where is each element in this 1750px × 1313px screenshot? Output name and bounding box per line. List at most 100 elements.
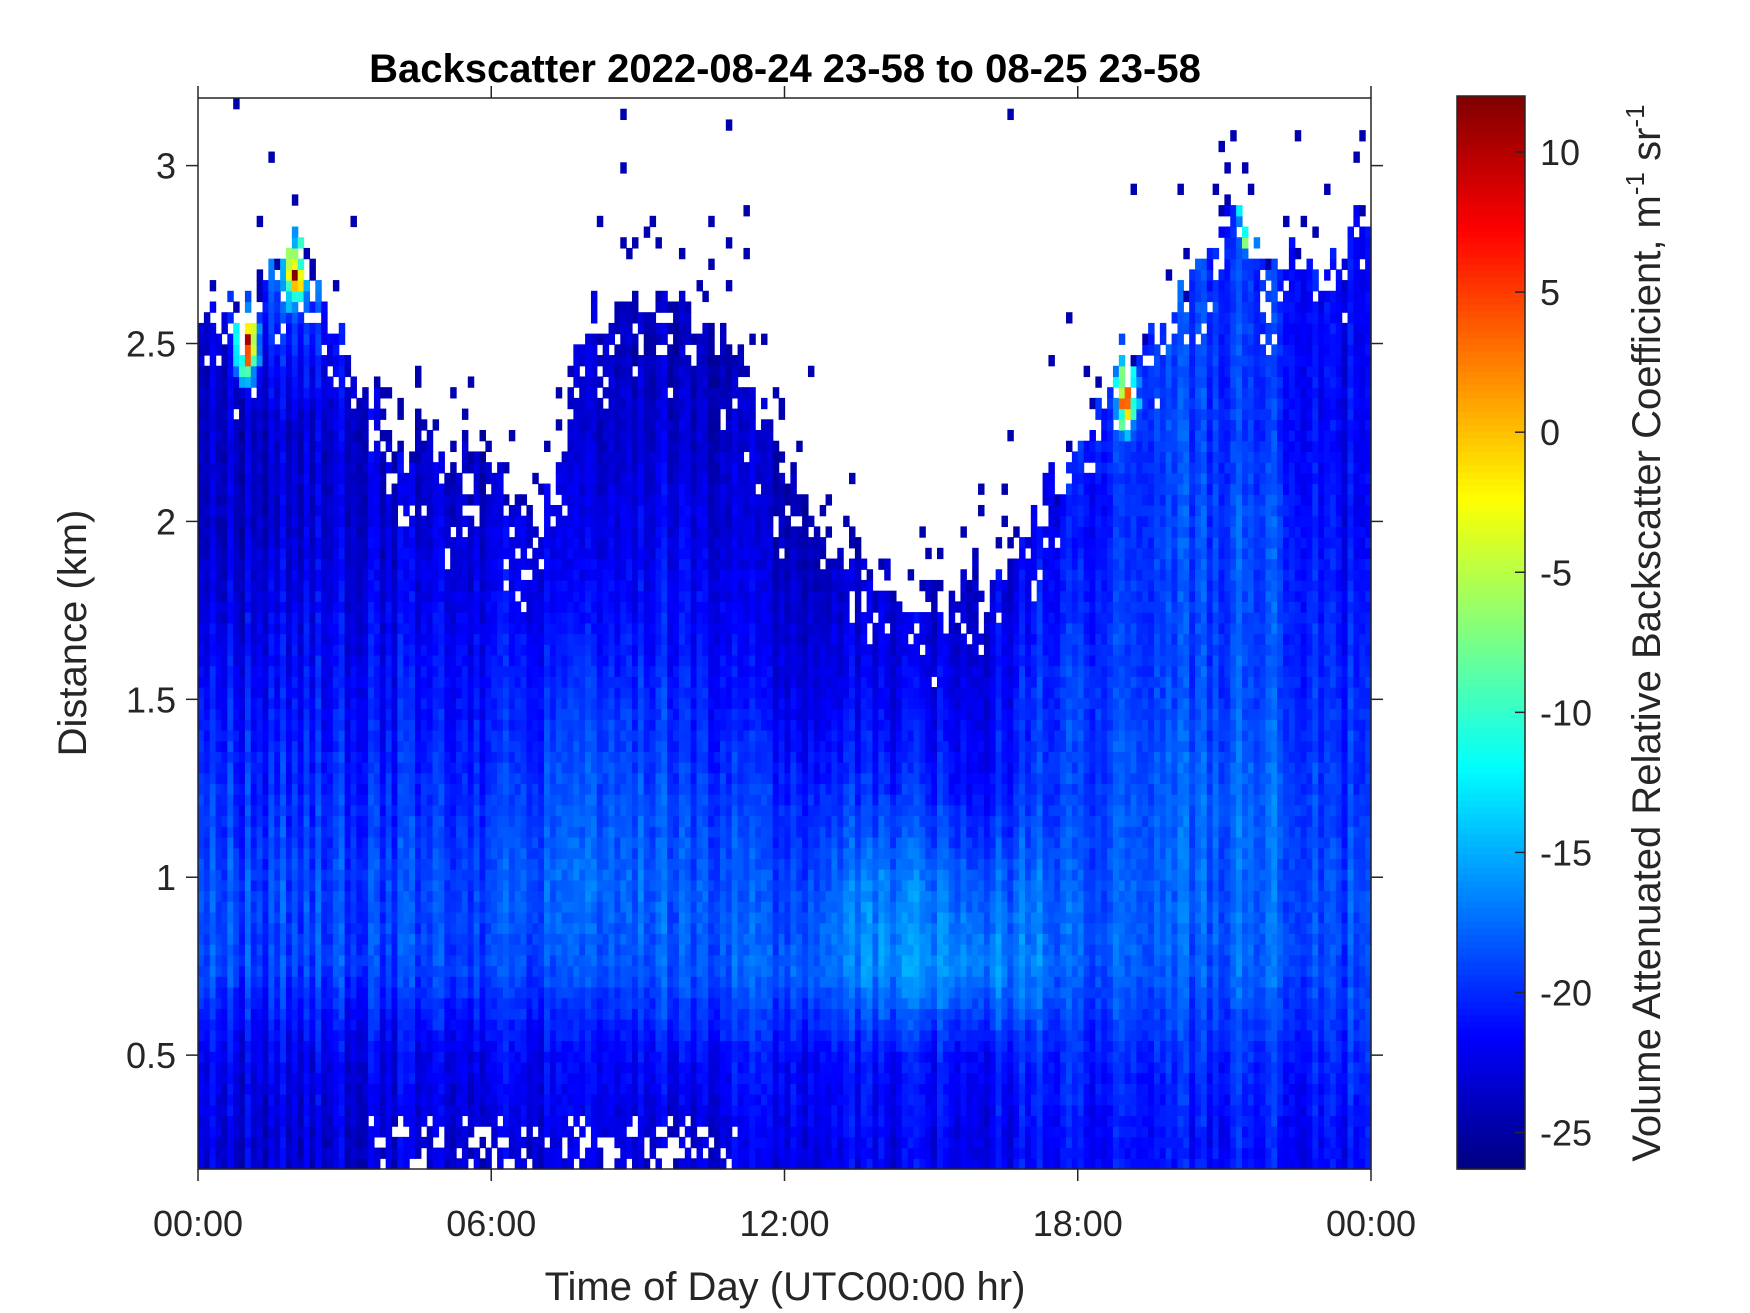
heatmap-cell	[456, 676, 463, 688]
heatmap-cell	[268, 676, 275, 688]
heatmap-cell	[602, 804, 610, 817]
heatmap-cell	[415, 654, 422, 667]
heatmap-cell	[362, 1136, 369, 1149]
heatmap-cell	[450, 740, 457, 752]
heatmap-cell	[315, 365, 322, 378]
heatmap-cell	[297, 1158, 305, 1170]
heatmap-cell	[573, 836, 580, 849]
heatmap-cell	[497, 633, 504, 645]
heatmap-cell	[239, 836, 246, 849]
heatmap-cell	[297, 665, 305, 677]
heatmap-cell	[567, 783, 574, 795]
heatmap-cell	[368, 708, 375, 720]
heatmap-cell	[385, 847, 393, 860]
heatmap-cell	[198, 911, 205, 924]
heatmap-cell	[362, 986, 369, 999]
heatmap-cell	[239, 847, 246, 860]
heatmap-cell	[532, 1115, 539, 1127]
heatmap-cell	[327, 901, 334, 913]
heatmap-cell	[262, 451, 269, 463]
heatmap-cell	[280, 280, 287, 292]
heatmap-cell	[450, 676, 457, 688]
heatmap-cell	[602, 1072, 610, 1084]
heatmap-cell	[338, 483, 346, 495]
heatmap-cell	[532, 751, 539, 763]
heatmap-cell	[409, 826, 416, 838]
heatmap-cell	[438, 515, 445, 527]
heatmap-cell	[350, 794, 357, 806]
heatmap-cell	[297, 826, 305, 838]
heatmap-cell	[450, 558, 457, 570]
heatmap-cell	[538, 858, 545, 870]
heatmap-cell	[327, 815, 334, 827]
heatmap-cell	[209, 1040, 217, 1052]
heatmap-cell	[350, 483, 357, 495]
heatmap-cell	[338, 462, 346, 474]
heatmap-cell	[526, 601, 533, 613]
heatmap-cell	[233, 397, 240, 410]
heatmap-cell	[250, 729, 258, 742]
heatmap-cell	[532, 676, 539, 688]
heatmap-cell	[227, 1061, 234, 1074]
heatmap-cell	[596, 1051, 604, 1063]
heatmap-cell	[473, 901, 481, 913]
heatmap-cell	[485, 708, 492, 720]
heatmap-cell	[215, 697, 223, 710]
heatmap-cell	[285, 654, 293, 667]
heatmap-cell	[262, 408, 269, 420]
heatmap-cell	[203, 869, 211, 881]
heatmap-cell	[203, 1029, 211, 1042]
heatmap-cell	[415, 1040, 422, 1052]
heatmap-cell	[456, 612, 463, 624]
heatmap-cell	[573, 547, 580, 560]
heatmap-cell	[250, 365, 258, 378]
heatmap-cell	[297, 612, 305, 624]
heatmap-cell	[409, 590, 416, 602]
heatmap-cell	[344, 1094, 352, 1106]
heatmap-cell	[244, 601, 252, 613]
heatmap-cell	[508, 687, 516, 699]
heatmap-cell	[385, 836, 393, 849]
heatmap-cell	[391, 676, 399, 688]
heatmap-cell	[280, 269, 287, 281]
heatmap-cell	[209, 1083, 217, 1095]
heatmap-cell	[561, 1008, 569, 1020]
heatmap-cell	[291, 933, 299, 945]
heatmap-cell	[520, 547, 528, 560]
heatmap-cell	[544, 751, 551, 763]
heatmap-cell	[391, 944, 399, 956]
heatmap-cell	[514, 911, 522, 924]
heatmap-cell	[274, 687, 281, 699]
heatmap-cell	[274, 826, 281, 838]
heatmap-cell	[549, 665, 557, 677]
heatmap-cell	[198, 858, 205, 870]
heatmap-cell	[303, 965, 311, 977]
heatmap-cell	[274, 976, 281, 988]
heatmap-cell	[450, 387, 457, 399]
heatmap-cell	[362, 976, 369, 988]
heatmap-cell	[285, 804, 293, 817]
heatmap-cell	[256, 1147, 264, 1159]
heatmap-cell	[426, 1008, 434, 1020]
heatmap-cell	[327, 622, 334, 635]
heatmap-cell	[385, 740, 393, 752]
heatmap-cell	[297, 836, 305, 849]
heatmap-cell	[291, 858, 299, 870]
heatmap-cell	[409, 1094, 416, 1106]
heatmap-cell	[491, 665, 498, 677]
heatmap-cell	[256, 494, 264, 506]
heatmap-cell	[327, 1083, 334, 1095]
heatmap-cell	[415, 1147, 422, 1159]
heatmap-cell	[403, 1147, 410, 1159]
heatmap-cell	[350, 986, 357, 999]
heatmap-cell	[285, 1147, 293, 1159]
heatmap-cell	[268, 290, 275, 303]
heatmap-cell	[350, 847, 357, 860]
heatmap-cell	[338, 1072, 346, 1084]
heatmap-cell	[338, 408, 346, 420]
heatmap-cell	[526, 1019, 533, 1031]
heatmap-cell	[467, 569, 475, 581]
heatmap-cell	[520, 869, 528, 881]
heatmap-cell	[327, 633, 334, 645]
heatmap-cell	[467, 783, 475, 795]
